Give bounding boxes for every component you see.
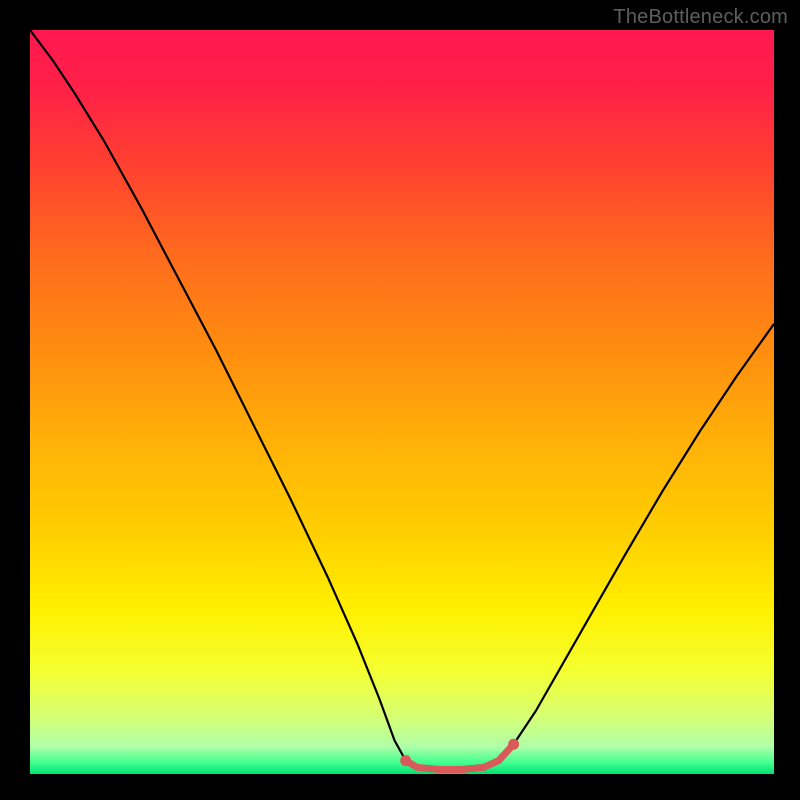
range-end-marker — [508, 739, 519, 750]
gradient-background — [30, 30, 774, 774]
chart-container: TheBottleneck.com — [0, 0, 800, 800]
bottleneck-curve-plot — [0, 0, 800, 800]
watermark-text: TheBottleneck.com — [613, 6, 788, 29]
range-start-marker — [400, 755, 411, 766]
